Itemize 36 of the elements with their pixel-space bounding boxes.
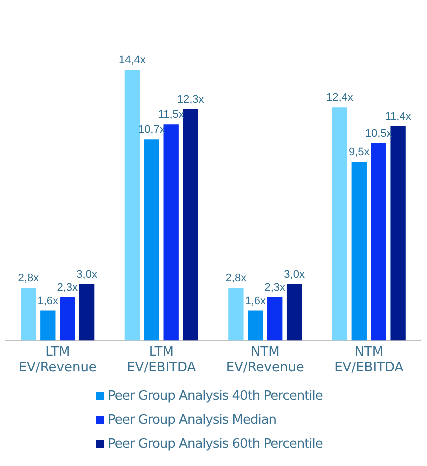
data-label: 2,8x <box>18 272 40 285</box>
bar <box>371 143 386 341</box>
bar <box>21 288 36 341</box>
x-tick-label: LTM EV/EBITDA <box>127 344 196 376</box>
bar <box>248 310 264 341</box>
data-label: 3,0x <box>284 268 306 281</box>
data-label: 12,3x <box>177 94 205 106</box>
legend-label: Peer Group Analysis 60th Percentile <box>107 436 323 454</box>
bar <box>79 284 95 341</box>
data-label: 12,4x <box>326 92 354 104</box>
data-label: 2,8x <box>226 272 248 285</box>
data-label: 11,4x <box>385 111 412 124</box>
data-label: 14,4x <box>118 54 146 67</box>
bar <box>390 126 406 341</box>
bar <box>183 110 198 341</box>
data-label: 1,6x <box>38 295 60 308</box>
bar <box>352 162 367 341</box>
bar <box>268 298 283 341</box>
bar <box>144 140 160 341</box>
bar <box>124 70 140 341</box>
bar <box>40 310 56 341</box>
legend-label: Peer Group Analysis 40th Percentile <box>107 388 323 406</box>
bar <box>286 284 302 341</box>
bar <box>228 288 244 341</box>
x-tick-label: NTM EV/EBITDA <box>334 344 404 376</box>
data-label: 2,3x <box>57 282 78 294</box>
data-label: 2,3x <box>264 282 286 294</box>
x-tick-label: LTM EV/Revenue <box>18 344 97 376</box>
bar <box>332 108 348 341</box>
data-label: 3,0x <box>76 268 98 281</box>
bar <box>60 298 76 341</box>
data-label: 1,6x <box>245 295 267 308</box>
x-tick-label: NTM EV/Revenue <box>226 344 304 376</box>
data-label: 9,5x <box>349 146 370 159</box>
legend-label: Peer Group Analysis Median <box>107 412 278 430</box>
bar <box>164 124 179 341</box>
